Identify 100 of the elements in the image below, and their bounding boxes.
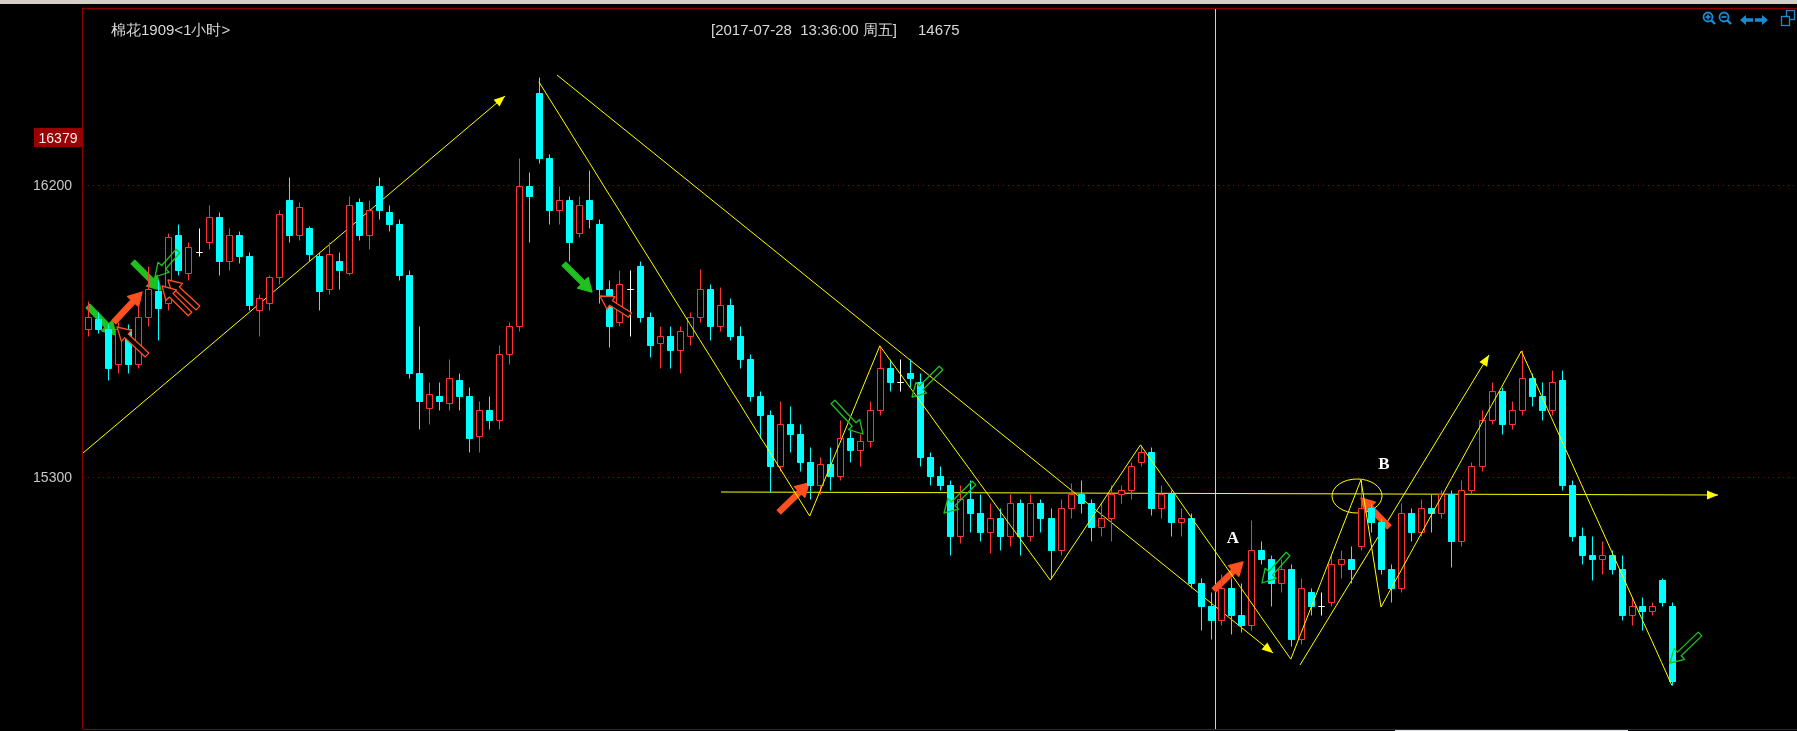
candlestick (236, 231, 243, 264)
candlestick (286, 177, 293, 243)
candlestick (797, 424, 804, 472)
annotation: B (1378, 454, 1390, 473)
candlestick (1509, 401, 1516, 430)
candlestick (596, 219, 603, 304)
candlestick (426, 382, 433, 425)
candlestick (817, 457, 824, 495)
candlestick (326, 242, 333, 295)
candlestick (1418, 499, 1425, 537)
candlestick (1368, 503, 1375, 533)
candlestick (697, 269, 704, 323)
candlestick (1468, 462, 1475, 495)
candlestick (446, 359, 453, 411)
candlestick (1148, 447, 1155, 516)
candlestick (1098, 503, 1105, 537)
candlestick (1228, 578, 1235, 635)
candlestick (486, 396, 493, 430)
candlestick (356, 198, 363, 241)
candlestick (1128, 462, 1135, 500)
candlestick (105, 324, 112, 381)
candlestick (1338, 550, 1345, 579)
candlestick (1027, 494, 1034, 542)
candlestick (1328, 555, 1335, 607)
candlestick (1479, 410, 1486, 472)
candlestick (907, 359, 914, 388)
candlestick (416, 326, 423, 430)
candlestick (1458, 480, 1465, 547)
candlestick (647, 312, 654, 358)
candlestick (1118, 485, 1125, 504)
candlestick (1007, 494, 1014, 547)
candlestick (566, 196, 573, 262)
candlestick (1569, 480, 1576, 542)
candlestick (1198, 578, 1205, 631)
candlestick (677, 326, 684, 374)
candlestick (897, 359, 904, 392)
candlestick (1048, 508, 1055, 579)
candlestick (376, 177, 383, 220)
text: 棉花1909<1小时> (111, 21, 231, 38)
candlestick (717, 287, 724, 332)
candlestick (1499, 387, 1506, 435)
annotation: A (1226, 528, 1240, 547)
candlestick (1168, 490, 1175, 537)
candlestick (1649, 602, 1656, 616)
candlestick (917, 373, 924, 467)
candlestick (145, 266, 152, 327)
candlestick (807, 447, 814, 500)
candlestick (877, 347, 884, 416)
candlestick (1639, 597, 1646, 631)
candlestick (777, 401, 784, 472)
candlestick (727, 298, 734, 341)
candlestick (1178, 508, 1185, 537)
candlestick (1629, 597, 1636, 626)
candlestick (456, 373, 463, 411)
candlestick (1408, 508, 1415, 542)
candlestick (1218, 574, 1225, 626)
candlestick (436, 382, 443, 411)
candlestick (476, 401, 483, 453)
candlestick (386, 205, 393, 232)
text: 16379 (38, 129, 78, 146)
candlestick (757, 391, 764, 439)
candlestick (1037, 499, 1044, 533)
candlestick (526, 172, 533, 243)
candlestick (366, 200, 373, 250)
candlestick (1088, 499, 1095, 542)
candlestick (306, 226, 313, 262)
candlestick (536, 77, 543, 164)
candlestick (1519, 350, 1526, 416)
candlestick (1438, 490, 1445, 519)
candlestick (847, 429, 854, 463)
candlestick (496, 345, 503, 430)
candlestick (506, 322, 513, 365)
candlestick (1068, 483, 1075, 519)
candlestick (256, 294, 263, 337)
candlestick (1188, 513, 1195, 589)
candlestick (1599, 541, 1606, 575)
candlestick (977, 494, 984, 542)
candlestick (576, 196, 583, 238)
candlestick (316, 252, 323, 311)
candlestick (787, 406, 794, 453)
candlestick (1288, 564, 1295, 647)
candlestick (175, 224, 182, 276)
candlestick (927, 452, 934, 486)
candlestick (276, 210, 283, 285)
line-series (538, 81, 1673, 686)
candlestick (1158, 485, 1165, 519)
candlestick (1489, 382, 1496, 425)
candlestick (516, 158, 523, 332)
candlestick (937, 466, 944, 491)
candlestick (1589, 536, 1596, 581)
candlestick (1278, 559, 1285, 593)
candlestick (1058, 499, 1065, 556)
y-tick-label: 15300 (33, 468, 73, 485)
candlestick (185, 242, 192, 281)
candlestick (1208, 592, 1215, 640)
candlestick (1669, 602, 1676, 686)
candlestick (586, 170, 593, 229)
candlestick (1448, 490, 1455, 568)
candlestick (1549, 370, 1556, 416)
candlestick (627, 270, 634, 337)
